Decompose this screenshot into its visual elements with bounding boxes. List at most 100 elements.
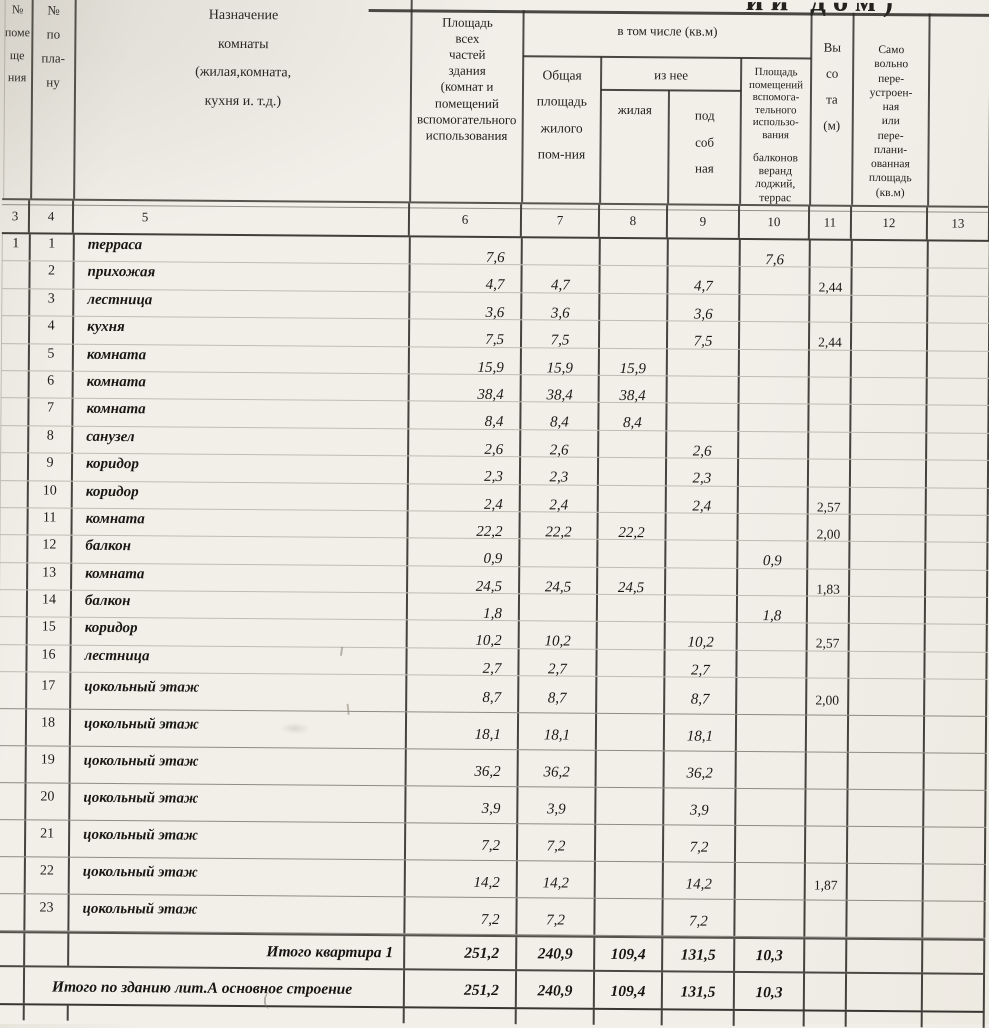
cell-column13: [928, 241, 989, 269]
cell-total-area: 22,2: [408, 511, 521, 540]
cell-height: [810, 240, 853, 268]
cell-unauthorized-area: [851, 322, 929, 350]
cell-room-purpose: прихожая: [74, 262, 411, 292]
cell-column13: [924, 753, 987, 791]
cell-unit-number: [2, 261, 31, 289]
cell-plan-number: 10: [28, 480, 73, 508]
cell-auxiliary-area: 18,1: [664, 714, 738, 752]
cell-room-purpose: цокольный этаж: [70, 783, 407, 823]
cell-room-purpose: коридор: [72, 481, 409, 511]
cell-column13: [928, 296, 989, 324]
column-number: 13: [927, 207, 989, 240]
table-body: 1 1 терраса 7,6 7,6 2 прихожая 4,7 4,7 4…: [0, 234, 989, 940]
cell-plan-number: 4: [29, 316, 75, 344]
totals-living-space-total: 240,9: [516, 971, 596, 1008]
cell-living-space-total: 36,2: [518, 750, 597, 788]
cell-unit-number: [0, 562, 29, 590]
totals-column13: [922, 974, 986, 1011]
cell-living-space-total: 10,2: [519, 621, 598, 650]
cell-balcony-area: 1,8: [737, 595, 809, 624]
cell-room-purpose: цокольный этаж: [70, 709, 408, 749]
cell-living-space-total: 3,6: [522, 292, 601, 321]
cell-living-area: [597, 649, 666, 677]
cell-auxiliary-area: 2,3: [666, 458, 740, 487]
cell-living-area: 24,5: [598, 567, 667, 596]
cell-column13: [925, 679, 988, 717]
table-header: № поме ще ния № по пла- ну Назначение ко…: [2, 0, 989, 206]
header-room-purpose: Назначение комнаты (жилая,комната, кухня…: [195, 7, 292, 110]
cell-unit-number: [0, 480, 29, 508]
cell-auxiliary-area: 7,2: [663, 825, 737, 863]
cell-auxiliary-area: [667, 376, 740, 404]
header-auxiliary-balconies: Площадь помещений вспомога- тельного исп…: [738, 66, 813, 205]
cell-height: [807, 651, 850, 679]
cell-plan-number: 1: [30, 234, 75, 262]
cell-column13: [927, 433, 989, 461]
of-which-underline: [600, 88, 742, 92]
cell-total-area: 36,2: [406, 749, 519, 787]
cell-plan-number: 9: [28, 453, 74, 481]
header-auxiliary: под соб ная: [694, 107, 715, 176]
cell-unauthorized-area: [847, 901, 924, 938]
cell-room-purpose: лестница: [71, 645, 408, 675]
cell-column13: [924, 716, 988, 754]
column-number: 12: [851, 206, 929, 240]
cell-living-space-total: 4,7: [522, 265, 601, 294]
column-number: 11: [809, 206, 853, 239]
cell-height: [809, 404, 852, 432]
cell-room-purpose: комната: [73, 344, 410, 374]
cell-balcony-area: 7,6: [740, 239, 811, 268]
cell-room-purpose: цокольный этаж: [69, 894, 406, 934]
cell-living-area: 15,9: [599, 348, 668, 377]
cell-living-area: [598, 457, 668, 485]
cell-height: 2,57: [808, 486, 851, 514]
cell-unit-number: [1, 398, 30, 426]
cell-total-area: 3,6: [410, 292, 523, 321]
cell-living-space-total: [520, 539, 599, 567]
totals-total-area: 251,2: [405, 936, 518, 970]
cell-total-area: 7,2: [405, 823, 519, 861]
header-living: жилая: [617, 101, 652, 118]
cell-unauthorized-area: [852, 268, 929, 296]
cell-auxiliary-area: [667, 348, 740, 376]
cell-living-area: [596, 751, 665, 788]
cell-plan-number: 17: [27, 672, 72, 709]
cell-room-purpose: кухня: [73, 316, 411, 346]
cell-height: 2,44: [809, 322, 853, 350]
cell-balcony-area: [735, 863, 806, 900]
cell-living-area: [600, 293, 669, 321]
cell-auxiliary-area: 10,2: [665, 622, 738, 651]
cell-plan-number: [25, 933, 70, 966]
column-number: 8: [599, 204, 669, 238]
cell-plan-number: 7: [29, 398, 74, 426]
cell-balcony-area: [735, 900, 806, 937]
cell-total-area: 38,4: [409, 374, 522, 403]
totals-height: [805, 939, 848, 972]
cell-living-area: [599, 320, 669, 348]
cell-room-purpose: цокольный этаж: [71, 672, 408, 712]
cell-balcony-area: [736, 752, 807, 789]
cell-living-space-total: 24,5: [520, 566, 599, 595]
cell-auxiliary-area: 4,7: [668, 266, 741, 295]
cell-plan-number: 18: [26, 709, 72, 746]
cell-living-space-total: 18,1: [518, 713, 598, 751]
cell-unit-number: [0, 644, 28, 672]
cell-living-area: [595, 899, 664, 936]
cell-balcony-area: [738, 568, 809, 596]
cell-unit-number: [1, 425, 30, 453]
cell-living-area: [600, 266, 669, 294]
cell-height: [807, 596, 851, 624]
totals-total-area: 251,2: [404, 970, 518, 1008]
cell-height: 2,00: [808, 514, 851, 542]
cell-balcony-area: [739, 349, 810, 377]
header-height: Вы со та (м): [823, 39, 842, 133]
cell-living-space-total: 22,2: [520, 512, 599, 541]
cell-height: 2,44: [810, 267, 853, 295]
cell-plan-number: 13: [28, 563, 73, 590]
cell-living-space-total: [522, 238, 601, 266]
cell-plan-number: 6: [29, 371, 74, 399]
cell-auxiliary-area: 3,6: [668, 294, 741, 322]
cell-unauthorized-area: [847, 864, 924, 901]
cell-balcony-area: [740, 267, 811, 295]
cell-total-area: 0,9: [408, 538, 521, 567]
